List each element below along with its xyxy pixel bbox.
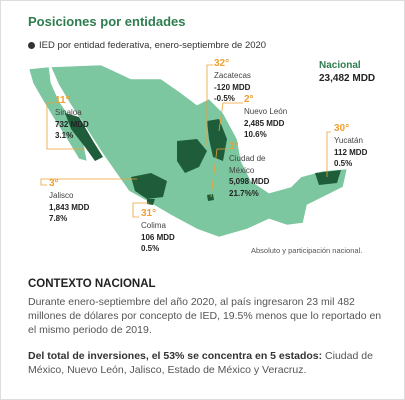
state-rank: 32° <box>214 58 230 69</box>
state-label: 3° Jalisco 1,843 MDD 7.8% <box>49 177 109 225</box>
state-rank: 11° <box>55 95 70 106</box>
state-rank: 3° <box>49 178 59 189</box>
highlight-yucatan <box>315 170 341 185</box>
subtitle: IED por entidad federativa, enero-septie… <box>39 40 267 51</box>
highlight-colima <box>147 199 155 205</box>
context: CONTEXTO NACIONAL Durante enero-septiemb… <box>28 277 388 377</box>
leader-line <box>210 148 227 198</box>
state-rank: 1° <box>229 141 239 152</box>
state-rank: 31° <box>141 208 157 219</box>
highlight-zacatecas <box>177 139 207 173</box>
state-label: 11° Sinaloa 732 MDD 3.1% <box>55 94 115 142</box>
leader-line <box>46 102 85 150</box>
state-share: 7.8% <box>49 214 68 223</box>
state-share: 10.6% <box>244 130 267 139</box>
state-name: Sinaloa <box>55 108 82 117</box>
note: Absoluto y participación nacional. <box>251 246 363 255</box>
highlight-jalisco <box>131 173 167 199</box>
highlight-cdmx <box>207 194 214 201</box>
state-label: 2° Nuevo León 2,485 MDD 10.6% <box>244 93 304 141</box>
state-label: 31° Colima 106 MDD 0.5% <box>141 207 201 255</box>
leader-line <box>40 178 137 186</box>
state-amount: 106 MDD <box>141 232 175 242</box>
map <box>28 64 348 238</box>
highlight-nuevo-leon <box>207 119 227 161</box>
leader-line <box>218 102 243 132</box>
state-name: Colima <box>141 221 166 230</box>
leader-lines <box>40 64 331 218</box>
state-share: 0.5% <box>141 244 160 253</box>
baja-california <box>28 66 88 162</box>
state-name: Ciudad de México <box>229 154 266 175</box>
state-label: 32° Zacatecas -120 MDD -0.5% <box>214 57 274 105</box>
state-name: Jalisco <box>49 191 74 200</box>
highlight-sinaloa <box>65 113 103 161</box>
leader-line <box>132 202 149 218</box>
state-amount: 1,843 MDD <box>49 202 90 212</box>
national-value: 23,482 MDD <box>319 73 376 84</box>
state-share: -0.5% <box>214 94 235 103</box>
state-name: Nuevo León <box>244 107 288 116</box>
summary-rest: Ciudad de México, Nuevo León, Jalisco, E… <box>28 350 373 376</box>
state-amount: 732 MDD <box>55 119 89 129</box>
state-amount: -120 MDD <box>214 82 251 92</box>
national-label: Nacional <box>319 60 361 71</box>
state-name: Yucatán <box>334 136 363 145</box>
state-label: 1° Ciudad de México 5,098 MDD 21.7%% <box>229 140 274 199</box>
state-amount: 2,485 MDD <box>244 118 285 128</box>
context-title: CONTEXTO NACIONAL <box>28 278 156 290</box>
state-amount: 112 MDD <box>334 147 368 157</box>
context-paragraph: Durante enero-septiembre del año 2020, a… <box>28 296 382 336</box>
state-rank: 30° <box>334 123 350 134</box>
state-share: 21.7%% <box>229 188 259 198</box>
state-label: 30° Yucatán 112 MDD 0.5% <box>334 122 394 170</box>
state-rank: 2° <box>244 94 254 105</box>
national-total: Nacional 23,482 MDD <box>319 59 375 85</box>
state-name: Zacatecas <box>214 71 251 80</box>
bullet <box>28 42 35 49</box>
state-share: 0.5% <box>334 159 353 168</box>
state-amount: 5,098 MDD <box>229 177 270 186</box>
context-summary: Del total de inversiones, el 53% se conc… <box>28 349 388 377</box>
title: Posiciones por entidades <box>28 14 186 29</box>
leader-line <box>206 64 213 146</box>
state-share: 3.1% <box>55 131 74 140</box>
leader-line <box>326 131 331 177</box>
summary-bold: Del total de inversiones, el 53% se conc… <box>28 350 323 362</box>
